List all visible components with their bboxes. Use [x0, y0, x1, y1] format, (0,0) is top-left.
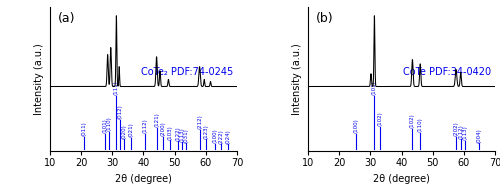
Text: (021): (021) [128, 123, 134, 137]
Text: (011): (011) [82, 122, 87, 137]
Text: (212): (212) [197, 114, 202, 129]
Text: (004): (004) [477, 128, 482, 143]
Text: (112): (112) [142, 119, 148, 133]
Text: (111): (111) [114, 81, 119, 95]
Y-axis label: Intensity (a.u.): Intensity (a.u.) [34, 44, 44, 115]
Text: (b): (b) [316, 12, 333, 25]
Text: (121): (121) [154, 112, 159, 127]
X-axis label: 2θ (degree): 2θ (degree) [373, 174, 430, 184]
Text: (a): (a) [58, 12, 75, 25]
Text: (020): (020) [122, 124, 126, 139]
Text: CoTe PDF:34-0420: CoTe PDF:34-0420 [403, 67, 492, 77]
Y-axis label: Intensity (a.u.): Intensity (a.u.) [292, 44, 302, 115]
Text: (024): (024) [225, 129, 230, 144]
Text: (103): (103) [168, 125, 172, 140]
Text: (101): (101) [102, 119, 107, 133]
Text: (102): (102) [410, 113, 415, 128]
Text: (113): (113) [463, 125, 468, 140]
Text: (110): (110) [106, 117, 111, 131]
Text: (122): (122) [176, 126, 180, 141]
Text: (100): (100) [354, 119, 359, 133]
Text: (101): (101) [372, 81, 377, 95]
Text: (102): (102) [378, 111, 383, 126]
Text: (100): (100) [212, 128, 218, 143]
Text: (113): (113) [180, 127, 185, 142]
X-axis label: 2θ (degree): 2θ (degree) [115, 174, 172, 184]
Text: (112): (112) [458, 124, 463, 139]
Text: CoTe₂ PDF:74-0245: CoTe₂ PDF:74-0245 [141, 67, 233, 77]
Text: (222): (222) [219, 129, 224, 144]
Text: (200): (200) [160, 122, 166, 137]
Text: (012): (012) [118, 104, 122, 119]
Text: (123): (123) [204, 124, 208, 139]
Text: (031): (031) [184, 128, 189, 143]
Text: (202): (202) [454, 122, 458, 137]
Text: (110): (110) [418, 117, 422, 132]
